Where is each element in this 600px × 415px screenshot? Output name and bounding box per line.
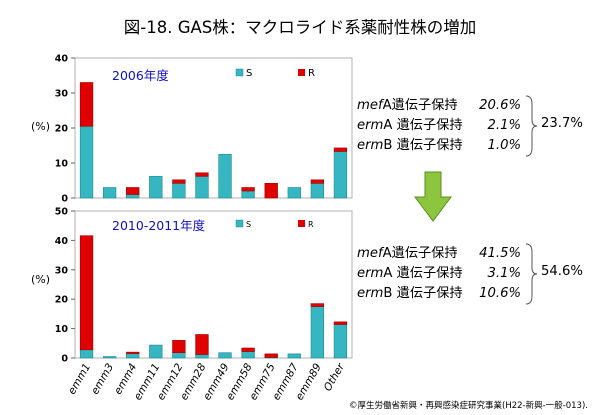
y-tick-label: 10 — [55, 324, 69, 335]
bar-s — [102, 356, 117, 359]
bar-s — [195, 176, 209, 199]
gene-row: mefA遺伝子保持 20.6% — [357, 98, 521, 113]
bar-s — [195, 354, 209, 359]
legend-swatch-s — [235, 68, 244, 77]
y-tick-label: 40 — [55, 54, 69, 65]
bar-s — [333, 151, 348, 199]
legend-label-r: R — [308, 220, 314, 229]
bar-r — [333, 321, 348, 325]
bar-s — [172, 352, 186, 359]
bar-s — [149, 344, 163, 359]
y-tick-label: 30 — [55, 265, 69, 276]
legend-label-r: R — [308, 68, 315, 79]
bar-s — [241, 190, 255, 199]
bar-s — [218, 153, 232, 199]
y-tick-label: 0 — [61, 194, 68, 205]
page-title: 図-18. GAS株：マクロライド系薬耐性株の増加 — [123, 18, 477, 37]
legend-swatch-s — [235, 219, 244, 228]
brace-2006 — [525, 95, 538, 157]
bar-r — [126, 187, 140, 195]
total-2006: 23.7% — [541, 116, 583, 131]
y-tick-label: 10 — [55, 159, 69, 170]
bar-r — [333, 147, 348, 152]
bar-s — [149, 176, 163, 199]
bar-s — [172, 183, 186, 199]
legend-label-s: S — [246, 68, 252, 79]
bar-r — [264, 183, 278, 199]
plot-area — [74, 57, 353, 199]
bar-s — [287, 353, 301, 359]
gene-panel-2006: mefA遺伝子保持 20.6% ermA 遺伝子保持 2.1% ermB 遺伝子… — [357, 96, 521, 156]
total-2010: 54.6% — [541, 264, 583, 279]
y-tick-label: 0 — [61, 354, 68, 365]
y-tick-label: 20 — [55, 295, 69, 306]
bar-s — [126, 194, 140, 199]
y-tick-label: 50 — [55, 207, 69, 218]
panel-title: 2010-2011年度 — [112, 218, 206, 233]
panel-title: 2006年度 — [112, 68, 169, 83]
bar-s — [333, 324, 348, 359]
bar-s — [79, 125, 94, 199]
bar-r — [310, 179, 325, 184]
bar-s — [126, 353, 140, 359]
bar-s — [310, 183, 325, 199]
y-axis-label: (%) — [31, 120, 50, 133]
bar-s — [241, 351, 255, 359]
gene-panel-2010: mefA遺伝子保持 41.5% ermA 遺伝子保持 3.1% ermB 遺伝子… — [357, 244, 521, 304]
bar-s — [218, 352, 232, 359]
bar-r — [241, 347, 255, 352]
gene-row: ermA 遺伝子保持 2.1% — [357, 118, 521, 133]
bar-s — [79, 349, 94, 359]
bar-s — [287, 187, 301, 199]
legend-label-s: S — [246, 220, 251, 229]
bar-s — [102, 187, 117, 199]
bar-r — [79, 82, 94, 127]
bar-r — [310, 303, 325, 307]
bar-r — [172, 340, 186, 354]
y-tick-label: 20 — [55, 124, 69, 135]
bar-s — [310, 306, 325, 359]
plot-area — [74, 210, 353, 359]
bar-r — [126, 351, 140, 354]
y-tick-label: 40 — [55, 236, 69, 247]
bar-r — [172, 179, 186, 184]
gene-row: ermB 遺伝子保持 10.6% — [357, 286, 521, 301]
bar-r — [264, 353, 278, 358]
gene-row: ermA 遺伝子保持 3.1% — [357, 266, 521, 281]
bar-r — [241, 187, 255, 192]
bar-r — [79, 235, 94, 351]
down-arrow-icon — [414, 171, 452, 222]
bar-r — [195, 172, 209, 177]
bar-r — [195, 334, 209, 355]
gene-row: mefA遺伝子保持 41.5% — [357, 246, 521, 261]
footer-credit: ©厚生労働省新興・再興感染症研究事業(H22-新興-一般-013). — [349, 401, 588, 411]
legend-swatch-r — [298, 220, 305, 227]
brace-2010 — [525, 243, 538, 305]
x-tick-label: Other — [322, 361, 348, 393]
legend-swatch-r — [298, 69, 305, 76]
y-axis-label: (%) — [31, 273, 50, 286]
gene-row: ermB 遺伝子保持 1.0% — [357, 138, 521, 153]
y-tick-label: 30 — [55, 89, 69, 100]
